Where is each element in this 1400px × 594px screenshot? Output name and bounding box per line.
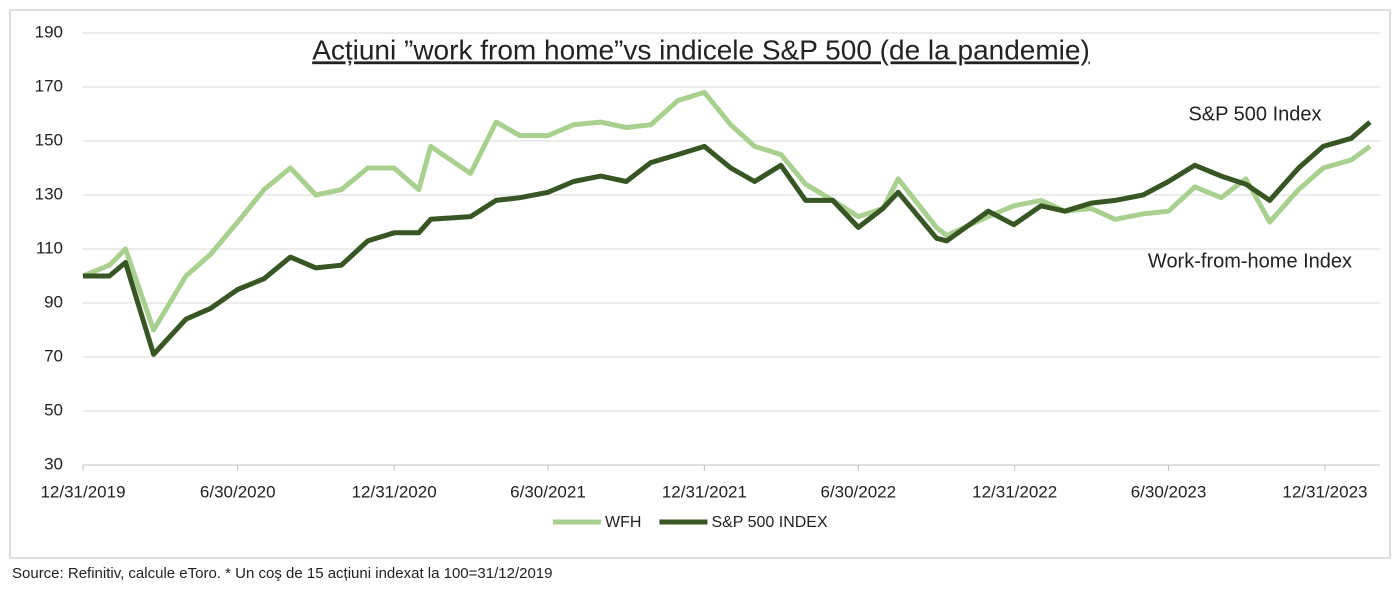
x-tick-label: 6/30/2020	[200, 482, 276, 501]
y-tick-label: 110	[36, 238, 63, 257]
series-line	[83, 120, 1372, 357]
source-note: Source: Refinitiv, calcule eToro. * Un c…	[12, 565, 552, 582]
chart-border	[9, 9, 1391, 559]
y-tick-label: 150	[35, 130, 63, 149]
x-tick-label: 12/31/2022	[972, 482, 1057, 501]
x-tick-label: 12/31/2020	[352, 482, 437, 501]
y-tick-label: 170	[35, 76, 63, 95]
annotation: S&P 500 Index	[1188, 103, 1321, 125]
y-tick-label: 70	[44, 346, 63, 365]
x-tick-label: 6/30/2022	[820, 482, 896, 501]
series-line	[82, 89, 1372, 333]
x-tick-label: 12/31/2021	[662, 482, 747, 501]
x-tick-label: 12/31/2019	[40, 482, 125, 501]
legend-label: S&P 500 INDEX	[711, 514, 828, 531]
x-tick-label: 6/30/2023	[1131, 482, 1207, 501]
y-tick-label: 130	[35, 184, 63, 203]
x-tick-label: 12/31/2023	[1282, 482, 1367, 501]
x-tick-label: 6/30/2021	[510, 482, 586, 501]
chart-title: Acțiuni ”work from home”vs indicele S&P …	[312, 34, 1090, 65]
y-tick-label: 190	[35, 22, 63, 41]
y-tick-label: 90	[44, 292, 63, 311]
legend-label: WFH	[605, 514, 641, 531]
y-tick-label: 50	[44, 400, 63, 419]
y-tick-label: 30	[44, 454, 63, 473]
annotation: Work-from-home Index	[1148, 250, 1352, 272]
